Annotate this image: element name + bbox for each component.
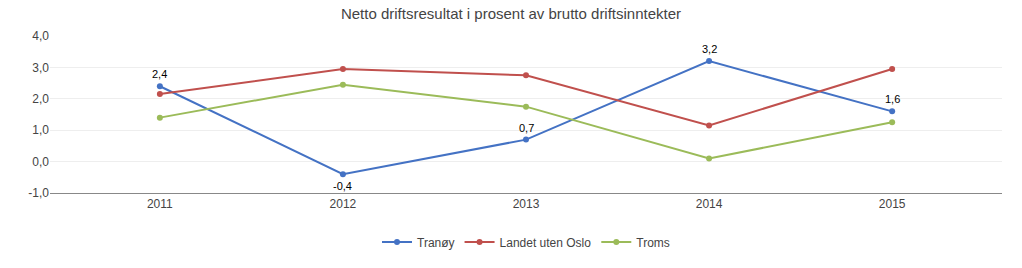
svg-text:Troms: Troms — [636, 236, 670, 250]
svg-text:2,4: 2,4 — [152, 68, 167, 80]
svg-text:2012: 2012 — [330, 197, 357, 211]
svg-text:0,0: 0,0 — [32, 155, 49, 169]
svg-text:2,0: 2,0 — [32, 92, 49, 106]
svg-text:-0,4: -0,4 — [333, 180, 352, 192]
svg-text:3,0: 3,0 — [32, 61, 49, 75]
svg-text:Landet uten Oslo: Landet uten Oslo — [500, 236, 592, 250]
svg-text:1,0: 1,0 — [32, 123, 49, 137]
svg-text:1,6: 1,6 — [885, 93, 900, 105]
svg-text:Netto driftsresultat i prosent: Netto driftsresultat i prosent av brutto… — [341, 5, 681, 22]
svg-text:4,0: 4,0 — [32, 29, 49, 43]
svg-text:2014: 2014 — [696, 197, 723, 211]
svg-text:-1,0: -1,0 — [28, 186, 49, 200]
svg-text:Tranøy: Tranøy — [417, 236, 455, 250]
svg-text:2015: 2015 — [879, 197, 906, 211]
svg-text:0,7: 0,7 — [519, 122, 534, 134]
svg-text:3,2: 3,2 — [702, 43, 717, 55]
svg-text:2013: 2013 — [513, 197, 540, 211]
svg-text:2011: 2011 — [147, 197, 173, 211]
